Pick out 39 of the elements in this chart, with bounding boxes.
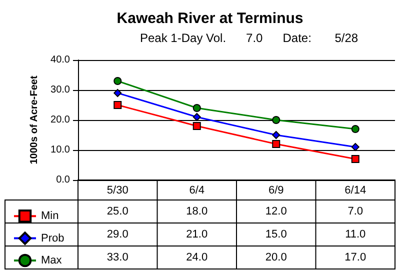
point (272, 131, 280, 139)
data-label: 21.0 (186, 228, 208, 240)
legend-label: Prob (41, 232, 64, 244)
x-tick-label: 6/4 (189, 184, 205, 196)
data-label: 7.0 (348, 206, 364, 218)
y-tick-label: 30.0 (50, 84, 70, 96)
y-tick-label: 40.0 (50, 54, 70, 66)
data-label: 11.0 (345, 228, 366, 240)
y-tick-label: 10.0 (50, 144, 70, 156)
y-tick-label: 0.0 (56, 174, 70, 186)
point (114, 101, 122, 109)
point (192, 113, 201, 121)
point (192, 122, 201, 130)
chart-subtitle: Peak 1-Day Vol. 7.0 Date: 5/28 (140, 31, 358, 45)
chart-title: Kaweah River at Terminus (116, 10, 304, 27)
y-axis-title: 1000s of Acre-Feet (29, 75, 40, 164)
point (351, 143, 360, 151)
data-label: 33.0 (106, 252, 128, 264)
point (114, 77, 122, 85)
data-label: 20.0 (265, 252, 287, 264)
point (272, 116, 280, 124)
point (192, 104, 201, 112)
legend-label: Max (41, 254, 62, 266)
point (272, 140, 280, 148)
data-label: 18.0 (186, 206, 208, 218)
x-tick-label: 6/14 (344, 184, 366, 196)
data-label: 25.0 (106, 206, 128, 218)
data-label: 12.0 (265, 206, 287, 218)
legend-label: Min (41, 210, 59, 222)
x-tick-label: 6/9 (268, 184, 284, 196)
point (351, 155, 360, 163)
data-label: 29.0 (106, 228, 128, 240)
point (114, 89, 122, 97)
point (351, 125, 360, 133)
data-label: 24.0 (186, 252, 208, 264)
x-tick-label: 5/30 (106, 184, 128, 196)
data-label: 15.0 (265, 228, 287, 240)
data-label: 17.0 (344, 252, 366, 264)
y-tick-label: 20.0 (50, 114, 70, 126)
